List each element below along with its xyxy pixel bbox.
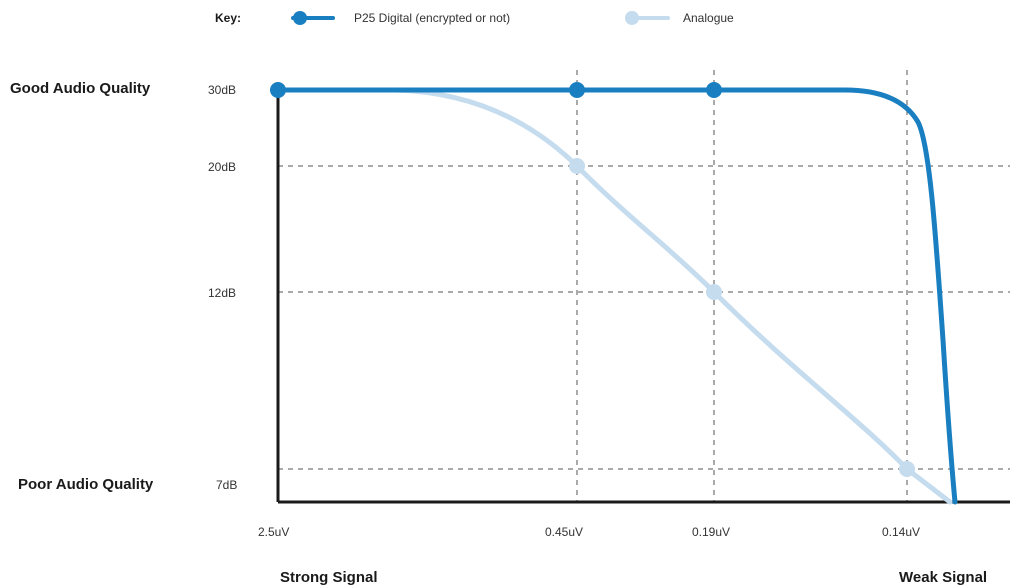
axes bbox=[276, 88, 1010, 504]
legend-digital-label: P25 Digital (encrypted or not) bbox=[354, 11, 510, 25]
legend-key-title: Key: bbox=[215, 11, 241, 25]
y-tick-label-7db: 7dB bbox=[216, 478, 237, 492]
grid bbox=[278, 70, 1010, 502]
point-analogue-0-45uv bbox=[569, 158, 585, 174]
x-tick-label-0-14uv: 0.14uV bbox=[882, 525, 920, 539]
poor-audio-quality-label: Poor Audio Quality bbox=[18, 476, 154, 493]
point-p25-digital-2-5uv bbox=[270, 82, 286, 98]
legend-analogue-label: Analogue bbox=[683, 11, 734, 25]
point-analogue-0-14uv bbox=[899, 461, 915, 477]
good-audio-quality-label: Good Audio Quality bbox=[10, 80, 151, 97]
x-tick-labels: 2.5uV 0.45uV 0.19uV 0.14uV bbox=[258, 525, 920, 539]
legend-item-analogue: Analogue bbox=[625, 11, 734, 25]
data-markers bbox=[270, 82, 915, 477]
x-tick-label-0-19uv: 0.19uV bbox=[692, 525, 730, 539]
legend-analogue-swatch-dot bbox=[625, 11, 639, 25]
series-line-p25-digital bbox=[275, 87, 958, 505]
point-analogue-0-19uv bbox=[706, 284, 722, 300]
point-p25-digital-0-19uv bbox=[706, 82, 722, 98]
point-p25-digital-0-45uv bbox=[569, 82, 585, 98]
x-tick-label-0-45uv: 0.45uV bbox=[545, 525, 583, 539]
y-tick-label-20db: 20dB bbox=[208, 160, 236, 174]
series-line-analogue bbox=[275, 87, 953, 505]
y-tick-label-30db: 30dB bbox=[208, 83, 236, 97]
legend: Key: P25 Digital (encrypted or not) Anal… bbox=[215, 11, 734, 25]
x-tick-label-2-5uv: 2.5uV bbox=[258, 525, 289, 539]
strong-signal-label: Strong Signal bbox=[280, 569, 378, 586]
y-tick-label-12db: 12dB bbox=[208, 286, 236, 300]
y-tick-labels: 30dB 20dB 12dB 7dB bbox=[208, 83, 237, 492]
weak-signal-label: Weak Signal bbox=[899, 569, 987, 586]
legend-item-digital: P25 Digital (encrypted or not) bbox=[291, 11, 510, 25]
legend-digital-swatch-dot bbox=[293, 11, 307, 25]
